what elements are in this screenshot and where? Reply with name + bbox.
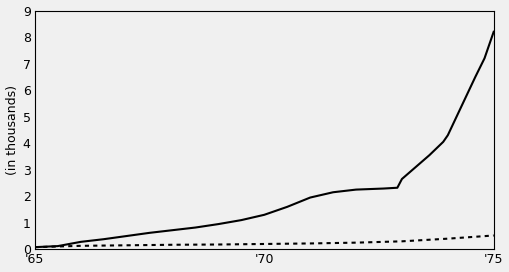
Y-axis label: (in thousands): (in thousands) [6, 85, 18, 175]
